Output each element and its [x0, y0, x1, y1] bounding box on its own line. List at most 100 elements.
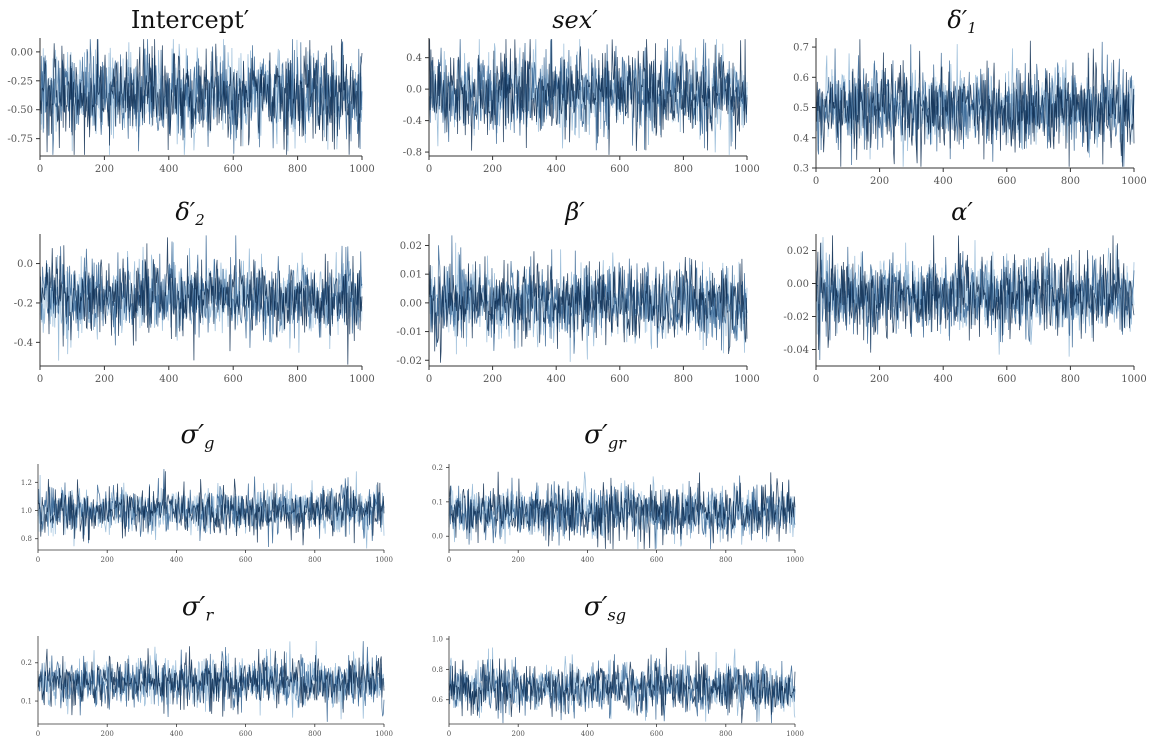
chain-4-trace [39, 237, 363, 365]
panel-title: σ′g [180, 420, 215, 453]
y-tick-label: 0.1 [21, 697, 32, 705]
x-tick-label: 600 [224, 164, 243, 175]
x-tick-label: 600 [997, 374, 1016, 385]
x-tick-label: 200 [512, 730, 525, 738]
y-tick-label: 0.6 [793, 73, 809, 84]
y-tick-label: -0.4 [403, 116, 422, 127]
x-tick-label: 0 [37, 374, 43, 385]
x-tick-label: 0 [426, 374, 432, 385]
x-tick-label: 600 [610, 374, 629, 385]
x-tick-label: 400 [934, 176, 953, 187]
x-tick-label: 600 [997, 176, 1016, 187]
x-tick-label: 0 [426, 164, 432, 175]
panel-title: α′ [951, 198, 973, 226]
trace-plot: 1.2 1.0 0.8 0 200 400 600 800 1000 [21, 464, 393, 564]
x-tick-label: 800 [1061, 374, 1080, 385]
x-tick-label: 1000 [1121, 176, 1146, 187]
x-tick-label: 400 [547, 164, 566, 175]
x-tick-label: 1000 [349, 164, 374, 175]
x-tick-label: 1000 [734, 164, 759, 175]
x-tick-label: 400 [170, 730, 183, 738]
y-tick-label: 0.3 [793, 164, 809, 175]
chain-traces [37, 641, 385, 722]
x-tick-label: 1000 [375, 730, 393, 738]
panel-title: Intercept′ [130, 6, 250, 34]
y-tick-label: -0.50 [7, 105, 33, 116]
x-tick-label: 1000 [734, 374, 759, 385]
x-tick-label: 800 [288, 374, 307, 385]
y-tick-label: 0.8 [432, 666, 443, 674]
chain-traces [39, 39, 363, 155]
x-tick-label: 0 [813, 176, 819, 187]
x-tick-label: 400 [934, 374, 953, 385]
y-tick-label: 0.4 [406, 53, 422, 64]
chain-4-trace [428, 251, 748, 363]
x-tick-label: 200 [95, 374, 114, 385]
chain-4-trace [815, 39, 1135, 167]
x-tick-label: 0 [36, 730, 40, 738]
trace-plot: 0.02 0.00 -0.02 -0.04 0 200 400 600 800 1000 [783, 234, 1147, 385]
panel-title: β′ [565, 198, 585, 226]
chain-4-trace [428, 39, 748, 155]
x-tick-label: 0 [447, 556, 451, 564]
chain-traces [428, 235, 748, 363]
panel-title: σ′gr [584, 420, 626, 453]
trace-panel-delta2: δ′2 0.0 -0.2 -0.4 0 200 400 600 800 1000 [0, 198, 380, 388]
x-tick-label: 600 [650, 730, 663, 738]
x-tick-label: 200 [483, 374, 502, 385]
trace-panel-sigma-g: σ′g 1.2 1.0 0.8 0 200 400 600 800 1000 [0, 420, 395, 570]
y-tick-label: 0.6 [432, 696, 444, 704]
x-tick-label: 200 [870, 374, 889, 385]
x-tick-label: 0 [813, 374, 819, 385]
x-tick-label: 800 [288, 164, 307, 175]
y-tick-label: -0.25 [7, 76, 33, 87]
x-tick-label: 0 [36, 556, 40, 564]
chain-traces [815, 235, 1135, 361]
trace-panel-intercept: Intercept′ 0.00 -0.25 -0.50 -0.75 0 200 400 600… [0, 6, 380, 196]
trace-panel-sigma-sg: σ′sg 1.0 0.8 0.6 0 200 400 600 800 1000 [405, 592, 805, 740]
y-tick-label: 1.0 [21, 507, 32, 515]
x-tick-label: 400 [581, 556, 594, 564]
x-tick-label: 600 [224, 374, 243, 385]
y-tick-label: 0.5 [793, 103, 809, 114]
x-tick-label: 200 [101, 556, 114, 564]
x-tick-label: 800 [1061, 176, 1080, 187]
trace-plot: 0.2 0.1 0 200 400 600 800 1000 [21, 636, 393, 738]
panel-title: σ′sg [583, 592, 627, 625]
y-tick-label: 0.02 [787, 246, 809, 257]
chain-4-trace [448, 647, 796, 724]
panel-title: σ′r [181, 592, 214, 625]
chain-3-trace [428, 39, 748, 151]
x-tick-label: 200 [870, 176, 889, 187]
trace-plot: 0.7 0.6 0.5 0.4 0.3 0 200 400 600 800 1000 [793, 38, 1147, 187]
chain-4-trace [448, 471, 796, 550]
y-tick-label: 0.8 [21, 535, 32, 543]
x-tick-label: 200 [101, 730, 114, 738]
trace-panel-alpha: α′ 0.02 0.00 -0.02 -0.04 0 200 400 600 800 1000 [772, 198, 1152, 388]
x-tick-label: 0 [37, 164, 43, 175]
x-tick-label: 200 [512, 556, 525, 564]
chain-traces [37, 469, 385, 549]
x-tick-label: 1000 [1121, 374, 1146, 385]
trace-panel-beta: β′ 0.02 0.01 0.00 -0.01 -0.02 0 200 400 600 800 10… [385, 198, 765, 388]
chain-traces [448, 647, 796, 724]
y-tick-label: -0.8 [403, 148, 422, 159]
panel-title: δ′2 [175, 198, 205, 230]
chain-4-trace [39, 39, 363, 155]
trace-panel-sigma-r: σ′r 0.2 0.1 0 200 400 600 800 1000 [0, 592, 395, 740]
y-tick-label: -0.2 [14, 298, 33, 309]
panel-title: δ′1 [947, 6, 977, 38]
x-tick-label: 400 [170, 556, 183, 564]
x-tick-label: 800 [719, 556, 732, 564]
x-tick-label: 400 [159, 374, 178, 385]
x-tick-label: 600 [239, 556, 252, 564]
x-tick-label: 1000 [786, 556, 804, 564]
chain-traces [39, 235, 363, 365]
trace-plot: 0.4 0.0 -0.4 -0.8 0 200 400 600 800 1000 [403, 38, 760, 175]
x-tick-label: 200 [95, 164, 114, 175]
y-tick-label: 0.0 [406, 85, 422, 96]
y-tick-label: 0.00 [787, 279, 809, 290]
y-tick-label: 0.2 [432, 464, 443, 472]
x-tick-label: 800 [674, 374, 693, 385]
trace-plot: 0.0 -0.2 -0.4 0 200 400 600 800 1000 [14, 234, 375, 385]
